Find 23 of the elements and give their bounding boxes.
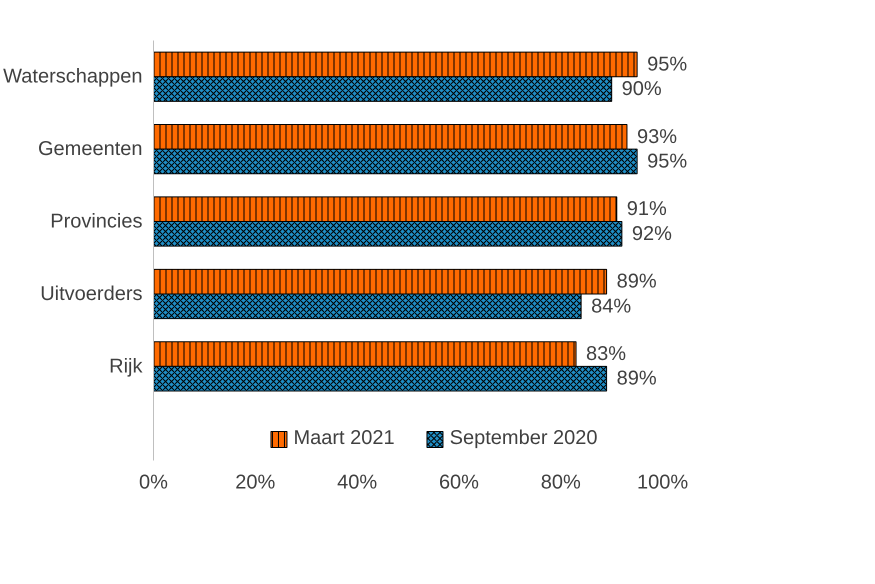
data-label: 84%: [591, 295, 632, 318]
data-label: 89%: [616, 270, 657, 293]
data-label: 90%: [622, 78, 662, 100]
y-tick-label: Provincies: [50, 210, 143, 233]
x-tick-label: 80%: [540, 472, 582, 494]
x-tick-label: 60%: [438, 472, 480, 494]
data-label: 83%: [586, 343, 626, 366]
data-label: 92%: [632, 222, 672, 245]
data-label: 93%: [636, 126, 678, 148]
data-label: 95%: [647, 53, 688, 76]
x-tick-label: 100%: [637, 472, 688, 494]
y-tick-label: Gemeenten: [38, 138, 143, 160]
legend-label: September 2020: [450, 427, 598, 450]
x-tick-label: 0%: [139, 472, 168, 494]
legend-label: Maart 2021: [293, 427, 395, 450]
data-label: 91%: [626, 198, 668, 220]
data-label: 95%: [647, 150, 688, 172]
x-tick-label: 20%: [235, 472, 276, 494]
x-tick-label: 40%: [337, 472, 378, 494]
data-label: 89%: [616, 368, 657, 390]
y-tick-label: Waterschappen: [3, 66, 143, 88]
y-tick-label: Uitvoerders: [40, 282, 143, 305]
y-tick-label: Rijk: [109, 355, 144, 378]
